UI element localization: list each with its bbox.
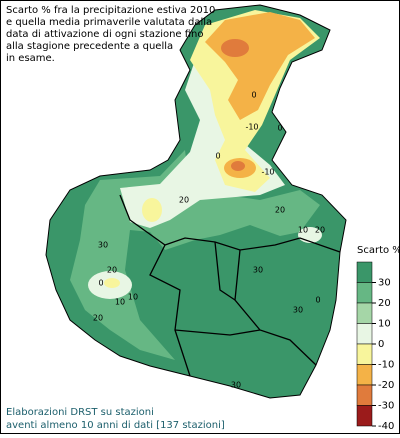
contour-label: 30 <box>231 381 241 390</box>
contour-label: 0 <box>98 279 103 288</box>
title-line: data di attivazione di ogni stazione fin… <box>6 29 204 40</box>
legend-swatch <box>356 384 373 406</box>
legend-swatch <box>356 282 373 304</box>
legend-label: -40 <box>378 421 394 432</box>
title-line: alla stagione precedente a quella <box>6 41 173 52</box>
title-line: in esame. <box>6 53 55 64</box>
legend-label: 30 <box>378 278 391 289</box>
province-borders <box>119 194 341 377</box>
legend-swatch <box>356 343 373 365</box>
contour-label: 30 <box>98 241 108 250</box>
contour-label: 30 <box>253 266 263 275</box>
contour-label: -10 <box>245 123 258 132</box>
contour-label: 0 <box>277 124 282 133</box>
legend-label: -10 <box>378 360 394 371</box>
legend-title: Scarto % <box>357 245 400 256</box>
legend-swatch <box>356 405 373 427</box>
footer-line: aventi almeno 10 anni di dati [137 stazi… <box>6 420 225 431</box>
zone-orange <box>205 12 315 120</box>
contour-label: 10 <box>115 298 125 307</box>
zone-dark-orange-south <box>231 161 245 171</box>
legend-label: 0 <box>378 339 384 350</box>
legend-label: 20 <box>378 298 391 309</box>
title-line: e quella media primaverile valutata dall… <box>6 17 212 28</box>
contour-label: 20 <box>275 206 285 215</box>
legend-swatch <box>356 364 373 386</box>
contour-label: 10 <box>128 293 138 302</box>
legend-label: 10 <box>378 319 391 330</box>
contour-label: 0 <box>215 152 220 161</box>
contour-label: 30 <box>293 306 303 315</box>
zone-dark-orange <box>221 39 249 57</box>
legend-swatch <box>356 261 373 283</box>
footer-line: Elaborazioni DRST su stazioni <box>6 407 154 418</box>
legend-swatch <box>356 302 373 324</box>
contour-label: -10 <box>261 168 274 177</box>
legend-label: -30 <box>378 401 394 412</box>
contour-label: 20 <box>179 196 189 205</box>
contour-label: 20 <box>93 314 103 323</box>
contour-label: 20 <box>315 226 325 235</box>
zone-yellow-west <box>142 198 162 222</box>
legend-label: -20 <box>378 380 394 391</box>
legend-swatch <box>356 323 373 345</box>
contour-label: 10 <box>298 226 308 235</box>
zone-yellow-lake <box>104 278 120 288</box>
contour-label: 0 <box>251 91 256 100</box>
contour-label: 0 <box>315 296 320 305</box>
contour-label: 20 <box>107 266 117 275</box>
title-line: Scarto % fra la precipitazione estiva 20… <box>6 5 215 16</box>
